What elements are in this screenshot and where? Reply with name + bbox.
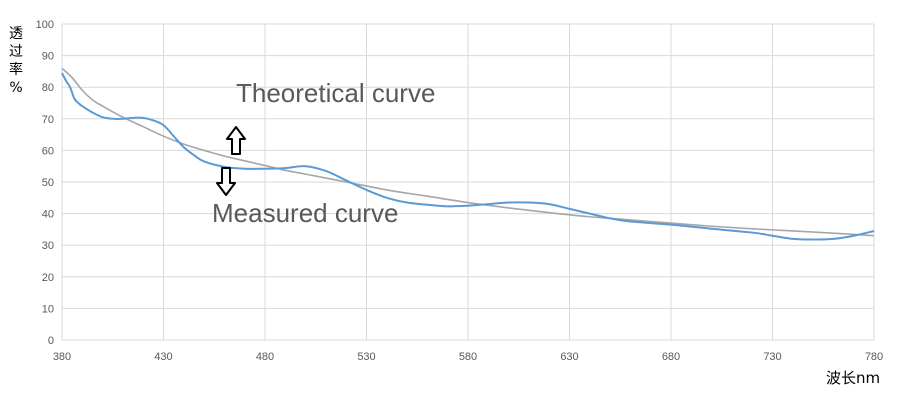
y-tick-label: 70 bbox=[42, 114, 54, 126]
y-tick-label: 60 bbox=[42, 145, 54, 157]
y-axis-label: 透过率% bbox=[9, 26, 23, 96]
x-tick-label: 680 bbox=[662, 351, 680, 363]
x-tick-label: 780 bbox=[865, 351, 883, 363]
x-tick-label: 580 bbox=[459, 351, 477, 363]
x-tick-label: 430 bbox=[154, 351, 172, 363]
series-line-theoretical bbox=[61, 67, 875, 237]
x-tick-labels: 380 430 480 530 580 630 680 730 780 bbox=[53, 351, 883, 363]
y-axis-label-char: % bbox=[9, 80, 22, 96]
y-tick-labels: 0 10 20 30 40 50 60 70 80 90 100 bbox=[36, 19, 54, 347]
grid bbox=[61, 23, 875, 341]
y-tick-label: 80 bbox=[42, 82, 54, 94]
x-tick-label: 480 bbox=[256, 351, 274, 363]
y-tick-label: 40 bbox=[42, 209, 54, 221]
arrow-up-icon bbox=[226, 126, 246, 155]
series-line-measured bbox=[61, 72, 875, 241]
y-axis-label-char: 率 bbox=[9, 61, 23, 78]
y-axis-label-char: 过 bbox=[9, 44, 23, 60]
x-tick-label: 730 bbox=[763, 351, 781, 363]
y-tick-label: 20 bbox=[42, 272, 54, 284]
x-tick-label: 530 bbox=[357, 351, 375, 363]
annotation-theoretical-curve: Theoretical curve bbox=[236, 78, 435, 108]
x-tick-label: 380 bbox=[53, 351, 71, 363]
arrow-down-icon bbox=[216, 167, 236, 196]
y-tick-label: 50 bbox=[42, 177, 54, 189]
y-tick-label: 100 bbox=[36, 19, 54, 31]
y-tick-label: 10 bbox=[42, 303, 54, 315]
y-tick-label: 30 bbox=[42, 240, 54, 252]
x-axis-label: 波长nm bbox=[826, 369, 880, 387]
y-tick-label: 90 bbox=[42, 51, 54, 63]
y-tick-label: 0 bbox=[48, 335, 54, 347]
annotation-measured-curve: Measured curve bbox=[212, 198, 398, 228]
x-tick-label: 630 bbox=[560, 351, 578, 363]
y-axis-label-char: 透 bbox=[9, 26, 23, 42]
